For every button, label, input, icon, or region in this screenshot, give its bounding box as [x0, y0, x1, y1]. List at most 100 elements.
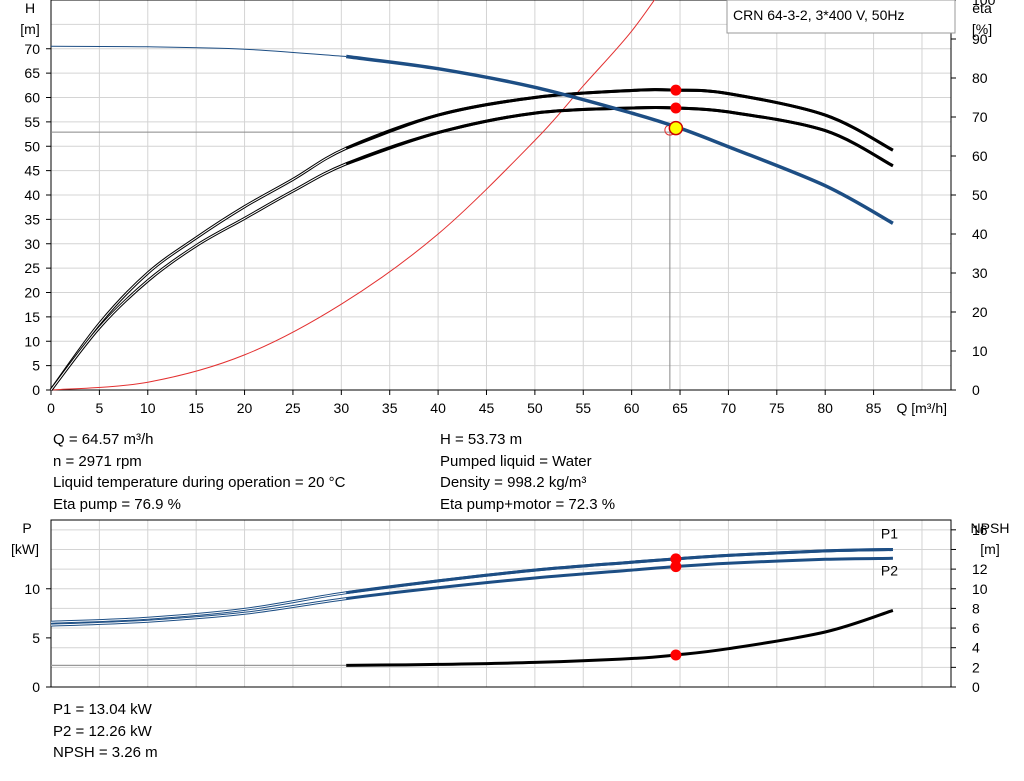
y-left-tick-label: 60	[24, 90, 40, 106]
x-tick-label: 30	[334, 400, 350, 416]
x-tick-label: 10	[140, 400, 156, 416]
p1-curve	[346, 548, 893, 595]
p1-readout: P1 = 13.04 kW	[53, 701, 152, 718]
y-right-tick-label: 10	[972, 343, 988, 359]
y-right-tick-label: 50	[972, 187, 988, 203]
y-left-tick-label: 5	[32, 358, 40, 374]
speed-readout: n = 2971 rpm	[53, 452, 142, 470]
y-right-tick-label: 20	[972, 304, 988, 320]
x-tick-label: 70	[721, 400, 737, 416]
p-axis-unit: [kW]	[11, 541, 39, 557]
npsh-readout: NPSH = 3.26 m	[53, 744, 158, 761]
eta-pump-curve-ext-outline	[49, 88, 894, 391]
y-left-tick-label: 45	[24, 163, 40, 179]
info-block-bottom: P1 = 13.04 kW P2 = 12.26 kW NPSH = 3.26 …	[53, 699, 158, 764]
flow-readout: Q = 64.57 m³/h	[53, 431, 154, 448]
npsh-tick-label: 6	[972, 620, 980, 636]
pumped-liquid-readout: Pumped liquid = Water	[440, 452, 592, 470]
x-tick-label: 35	[382, 400, 398, 416]
npsh-tick-label: 16	[972, 522, 988, 538]
density-readout: Density = 998.2 kg/m³	[440, 474, 587, 491]
y-left-tick-label: 35	[24, 211, 40, 227]
y-right-axis-unit: [%]	[972, 21, 992, 37]
x-tick-label: 60	[624, 400, 640, 416]
eta-total-curve	[345, 105, 894, 168]
x-tick-label: 20	[237, 400, 253, 416]
y-left-tick-label: 10	[24, 333, 40, 349]
y-right-tick-label: 90	[972, 31, 988, 47]
power-panel-frame	[50, 519, 952, 688]
npsh-duty-marker	[670, 649, 682, 661]
info-block-right: H = 53.73 m Pumped liquid = Water Densit…	[440, 429, 615, 515]
system-curve	[50, 0, 656, 391]
p2-duty-marker	[670, 561, 682, 573]
y-right-tick-label: 30	[972, 265, 988, 281]
eta-pump-curve	[345, 88, 894, 152]
legend-box	[726, 0, 956, 34]
npsh-tick-label: 0	[972, 679, 980, 695]
y-left-tick-label: 25	[24, 260, 40, 276]
y-right-axis-label: eta	[972, 0, 992, 16]
y-right-tick-label: 40	[972, 226, 988, 242]
y-left-tick-label: 65	[24, 65, 40, 81]
x-tick-label: 15	[188, 400, 204, 416]
p2-curve	[346, 557, 893, 600]
p1-duty-marker	[670, 553, 682, 565]
y-left-tick-label: 55	[24, 114, 40, 130]
npsh-tick-label: 2	[972, 659, 980, 675]
y-left-axis-unit: [m]	[20, 21, 39, 37]
p1-series-label: P1	[881, 525, 898, 541]
y-right-tick-label: 100	[972, 0, 996, 8]
head-duty-marker	[668, 120, 684, 136]
npsh-tick-label: 4	[972, 640, 980, 656]
eta-pump-curve-ext-core	[50, 89, 894, 391]
eta-total-duty-marker	[670, 102, 682, 114]
y-left-tick-label: 40	[24, 187, 40, 203]
npsh-axis-label: NPSH	[971, 520, 1010, 536]
x-tick-label: 45	[479, 400, 495, 416]
y-right-tick-label: 80	[972, 70, 988, 86]
head-curve	[345, 54, 894, 225]
info-block-left: Q = 64.57 m³/h n = 2971 rpm Liquid tempe…	[53, 429, 345, 515]
x-tick-label: 40	[430, 400, 446, 416]
y-right-tick-label: 0	[972, 382, 980, 398]
p-axis-label: P	[22, 520, 31, 536]
eta-total-curve-ext-outline	[49, 105, 894, 391]
x-tick-label: 5	[95, 400, 103, 416]
y-left-tick-label: 50	[24, 138, 40, 154]
power-panel-grid	[50, 520, 951, 688]
p-tick-label: 10	[24, 581, 40, 597]
eta-pump-duty-marker	[670, 84, 682, 96]
eta-total-readout: Eta pump+motor = 72.3 %	[440, 495, 616, 513]
head-panel-grid	[50, 0, 951, 391]
x-tick-label: 75	[769, 400, 785, 416]
x-tick-label: 55	[575, 400, 591, 416]
y-left-tick-label: 15	[24, 309, 40, 325]
x-tick-label: 65	[672, 400, 688, 416]
x-tick-label: 80	[817, 400, 833, 416]
x-axis-label: Q [m³/h]	[896, 400, 947, 416]
liquid-temperature-readout: Liquid temperature during operation = 20…	[53, 474, 346, 491]
y-left-axis-label: H	[25, 0, 35, 16]
y-left-tick-label: 20	[24, 285, 40, 301]
y-right-tick-label: 70	[972, 109, 988, 125]
p2-series-label: P2	[881, 562, 898, 578]
npsh-tick-label: 10	[972, 581, 988, 597]
x-tick-label: 50	[527, 400, 543, 416]
head-curve-ext	[50, 45, 347, 57]
y-left-tick-label: 70	[24, 41, 40, 57]
x-tick-label: 85	[866, 400, 882, 416]
npsh-axis-unit: [m]	[980, 541, 999, 557]
y-right-tick-label: 60	[972, 148, 988, 164]
p-tick-label: 5	[32, 630, 40, 646]
x-tick-label: 25	[285, 400, 301, 416]
eta-total-curve-ext-core	[50, 106, 894, 391]
x-tick-label: 0	[47, 400, 55, 416]
p2-readout: P2 = 12.26 kW	[53, 722, 152, 740]
y-left-tick-label: 30	[24, 236, 40, 252]
eta-pump-readout: Eta pump = 76.9 %	[53, 495, 181, 513]
npsh-tick-label: 8	[972, 600, 980, 616]
y-left-tick-label: 0	[32, 382, 40, 398]
p-tick-label: 0	[32, 679, 40, 695]
